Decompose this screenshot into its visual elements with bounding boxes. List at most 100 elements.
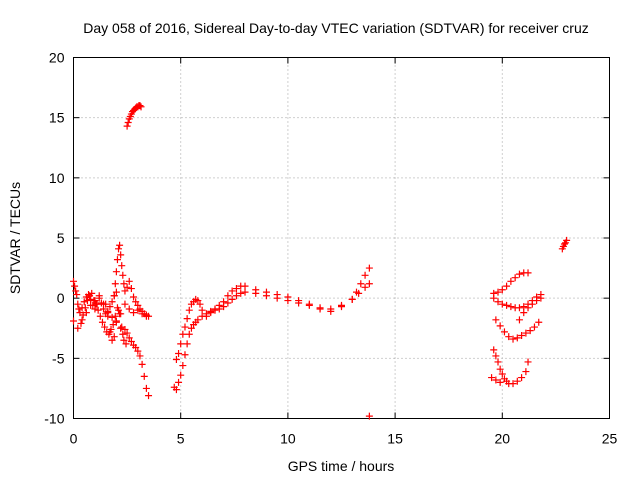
data-point — [494, 288, 502, 296]
data-point — [87, 295, 95, 303]
data-point — [498, 300, 506, 308]
data-point — [241, 282, 249, 290]
data-point — [490, 294, 498, 302]
data-point — [81, 304, 89, 312]
data-point — [224, 292, 232, 300]
data-point — [530, 323, 538, 331]
series-dip-lower — [170, 280, 373, 394]
y-tick-label: -5 — [52, 350, 65, 366]
data-point — [98, 318, 106, 326]
data-point — [101, 323, 109, 331]
data-point — [295, 299, 303, 307]
data-point — [185, 306, 193, 314]
data-point — [125, 334, 133, 342]
data-point — [492, 352, 500, 360]
data-point — [136, 352, 144, 360]
data-point — [115, 245, 123, 253]
data-point — [112, 268, 120, 276]
data-point — [520, 303, 528, 311]
data-point — [524, 358, 532, 366]
data-point — [78, 316, 86, 324]
data-point — [361, 283, 369, 291]
data-point — [85, 291, 93, 299]
data-point — [92, 300, 100, 308]
series-late-4 — [492, 316, 543, 343]
series-high-cluster — [123, 102, 145, 130]
x-tick-label: 15 — [387, 431, 403, 447]
data-point — [123, 122, 131, 130]
data-point — [560, 240, 568, 248]
data-point — [503, 282, 511, 290]
data-point — [132, 344, 140, 352]
data-point — [361, 271, 369, 279]
data-point — [119, 271, 127, 279]
x-tick-label: 20 — [495, 431, 511, 447]
data-point — [535, 318, 543, 326]
data-point — [537, 294, 545, 302]
y-tick-label: 20 — [49, 50, 65, 66]
data-point — [113, 256, 121, 264]
data-point — [120, 336, 128, 344]
data-point — [130, 293, 138, 301]
data-point — [181, 351, 189, 359]
data-point — [252, 289, 260, 297]
data-point — [87, 301, 95, 309]
data-point — [518, 374, 526, 382]
data-point — [136, 102, 144, 110]
data-point — [515, 270, 523, 278]
gridlines — [73, 57, 610, 419]
data-point — [365, 412, 373, 420]
data-point — [138, 360, 146, 368]
data-point — [262, 292, 270, 300]
data-point — [365, 264, 373, 272]
data-point — [198, 312, 206, 320]
data-point — [488, 374, 496, 382]
data-point — [172, 356, 180, 364]
data-point — [237, 289, 245, 297]
y-tick-label: 15 — [49, 110, 65, 126]
data-point — [140, 372, 148, 380]
data-point — [194, 297, 202, 305]
data-point — [232, 292, 240, 300]
data-point — [494, 298, 502, 306]
data-point — [492, 376, 500, 384]
data-point — [327, 305, 335, 313]
series-outlier — [365, 412, 373, 420]
data-point — [121, 300, 129, 308]
data-point — [70, 277, 77, 285]
data-point — [123, 283, 131, 291]
data-point — [211, 306, 219, 314]
data-point — [498, 286, 506, 294]
y-tick-label: 0 — [57, 290, 65, 306]
data-point — [187, 324, 195, 332]
data-point — [74, 300, 82, 308]
data-point — [284, 297, 292, 305]
data-point — [194, 316, 202, 324]
data-point — [520, 309, 528, 317]
data-point — [513, 377, 521, 385]
data-point — [515, 316, 523, 324]
data-point — [94, 306, 102, 314]
data-point — [137, 103, 145, 111]
data-point — [198, 306, 206, 314]
data-point — [134, 347, 142, 355]
data-point — [95, 292, 103, 300]
data-point — [77, 319, 85, 327]
x-tick-label: 25 — [602, 431, 618, 447]
series-late-5 — [490, 346, 532, 388]
data-point — [115, 306, 123, 314]
data-point — [111, 280, 119, 288]
data-point — [177, 340, 185, 348]
data-point — [338, 301, 345, 309]
data-point — [511, 274, 519, 282]
data-point — [179, 362, 187, 370]
data-point — [121, 287, 129, 295]
data-point — [496, 365, 504, 373]
data-point — [228, 287, 236, 295]
data-point — [228, 295, 236, 303]
series-early-4 — [70, 292, 150, 332]
series-late-6 — [488, 374, 504, 386]
series-early-3 — [102, 300, 153, 400]
data-point — [70, 317, 77, 325]
